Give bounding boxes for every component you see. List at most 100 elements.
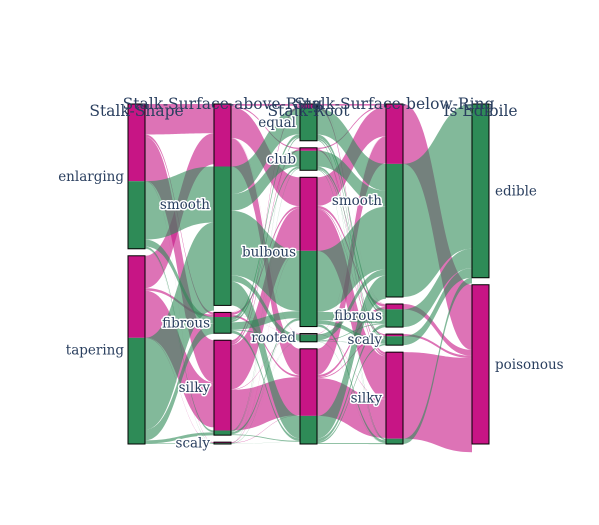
ribbon-stalk-surface-above-ring-fibrous-to-equal-edible[interactable] xyxy=(231,134,300,321)
ribbon-stalk-surface-above-ring-silky-to-bulbous-edible[interactable] xyxy=(231,318,300,435)
ribbon-stalk-surface-above-ring-smooth-to-club-edible[interactable] xyxy=(231,150,300,211)
bar-segment-stalk-root-equal-edible[interactable] xyxy=(300,108,317,141)
category-bar-stalk-root-missing[interactable] xyxy=(299,348,318,445)
bar-segment-stalk-surface-above-ring-fibrous-edible[interactable] xyxy=(214,317,231,334)
bar-segment-stalk-surface-above-ring-fibrous-poisonous[interactable] xyxy=(214,312,231,318)
ribbon-stalk-root-club-to-smooth-poisonous[interactable] xyxy=(317,105,386,149)
ribbon-stalk-surface-above-ring-silky-to-equal-poisonous[interactable] xyxy=(231,105,300,343)
ribbon-stalk-surface-below-ring-smooth-to-edible-edible[interactable] xyxy=(403,104,472,297)
category-bar-stalk-shape-enlarging[interactable] xyxy=(127,103,146,250)
bar-segment-stalk-root-rooted-edible[interactable] xyxy=(300,334,317,342)
bar-segment-stalk-surface-below-ring-fibrous-poisonous[interactable] xyxy=(386,303,403,310)
ribbon-stalk-surface-below-ring-scaly-to-poisonous-poisonous[interactable] xyxy=(403,334,472,359)
bar-segment-stalk-surface-below-ring-fibrous-edible[interactable] xyxy=(386,309,403,328)
bar-segment-stalk-root-club-edible[interactable] xyxy=(300,150,317,171)
ribbon-stalk-root-missing-to-fibrous-poisonous[interactable] xyxy=(317,306,386,378)
ribbon-stalk-shape-enlarging-to-fibrous-edible[interactable] xyxy=(145,239,214,324)
dimension-title-stalk-surface-below-ring[interactable]: Stalk-Surface-below-Ring xyxy=(295,95,495,113)
category-bar-stalk-surface-above-ring-smooth[interactable] xyxy=(213,103,232,306)
ribbon-stalk-surface-above-ring-fibrous-to-rooted-poisonous[interactable] xyxy=(231,314,300,334)
bar-segment-stalk-root-bulbous-edible[interactable] xyxy=(300,250,317,327)
ribbon-stalk-root-bulbous-to-smooth-edible[interactable] xyxy=(317,206,386,312)
bar-segment-stalk-shape-enlarging-edible[interactable] xyxy=(128,181,145,249)
category-bar-stalk-surface-above-ring-silky[interactable] xyxy=(213,339,232,436)
ribbon-stalk-shape-enlarging-to-smooth-poisonous[interactable] xyxy=(145,104,214,135)
ribbon-stalk-surface-above-ring-scaly-to-missing-poisonous[interactable] xyxy=(231,415,300,444)
ribbon-stalk-surface-above-ring-fibrous-to-missing-poisonous[interactable] xyxy=(231,314,300,378)
bar-segment-stalk-shape-tapering-edible[interactable] xyxy=(128,337,145,444)
bar-segment-is-edibile-edible-edible[interactable] xyxy=(472,104,489,278)
bar-segment-stalk-root-missing-edible[interactable] xyxy=(300,415,317,444)
bar-segment-stalk-surface-below-ring-smooth-edible[interactable] xyxy=(386,163,403,297)
ribbon-stalk-root-club-to-scaly-edible[interactable] xyxy=(317,168,386,340)
ribbon-stalk-surface-above-ring-smooth-to-missing-edible[interactable] xyxy=(231,281,300,439)
category-bar-stalk-surface-below-ring-fibrous[interactable] xyxy=(385,303,404,328)
ribbon-stalk-surface-above-ring-fibrous-to-equal-poisonous[interactable] xyxy=(231,105,300,313)
ribbon-stalk-surface-above-ring-smooth-to-club-poisonous[interactable] xyxy=(231,105,300,149)
ribbon-stalk-shape-enlarging-to-silky-edible[interactable] xyxy=(145,246,214,433)
bar-segment-stalk-root-missing-poisonous[interactable] xyxy=(300,348,317,416)
ribbon-stalk-root-equal-to-scaly-edible[interactable] xyxy=(317,137,386,339)
category-bar-stalk-root-bulbous[interactable] xyxy=(299,176,318,328)
ribbon-stalk-shape-tapering-to-fibrous-edible[interactable] xyxy=(145,323,214,441)
ribbon-stalk-surface-above-ring-scaly-to-missing-edible[interactable] xyxy=(231,441,300,444)
ribbon-stalk-surface-below-ring-scaly-to-edible-edible[interactable] xyxy=(403,268,472,346)
ribbon-stalk-surface-above-ring-silky-to-rooted-edible[interactable] xyxy=(231,340,300,435)
bar-segment-stalk-surface-below-ring-scaly-poisonous[interactable] xyxy=(386,334,403,337)
dimension-title-stalk-surface-above-ring[interactable]: Stalk-Surface-above-Ring xyxy=(123,95,323,113)
ribbon-stalk-surface-below-ring-silky-to-poisonous-poisonous[interactable] xyxy=(403,352,472,453)
dimension-title-is-edibile[interactable]: Is Edibile xyxy=(443,102,517,120)
ribbon-stalk-root-bulbous-to-scaly-edible[interactable] xyxy=(317,320,386,344)
ribbon-stalk-shape-tapering-to-scaly-edible[interactable] xyxy=(145,443,214,445)
bar-segment-stalk-surface-above-ring-smooth-edible[interactable] xyxy=(214,166,231,306)
ribbon-stalk-surface-above-ring-smooth-to-bulbous-edible[interactable] xyxy=(231,210,300,312)
bar-segment-stalk-surface-below-ring-silky-edible[interactable] xyxy=(386,438,403,444)
ribbon-stalk-root-equal-to-smooth-poisonous[interactable] xyxy=(317,104,386,106)
ribbon-stalk-root-rooted-to-scaly-edible[interactable] xyxy=(317,341,386,344)
ribbon-stalk-surface-above-ring-smooth-to-rooted-edible[interactable] xyxy=(231,275,300,341)
ribbon-stalk-root-equal-to-smooth-edible[interactable] xyxy=(317,108,386,191)
ribbon-stalk-surface-above-ring-silky-to-missing-edible[interactable] xyxy=(231,434,300,442)
category-bar-stalk-surface-above-ring-scaly[interactable] xyxy=(213,441,232,445)
category-bar-stalk-root-equal[interactable] xyxy=(299,103,318,142)
category-bar-is-edibile-edible[interactable] xyxy=(471,103,490,279)
ribbon-stalk-root-missing-to-scaly-edible[interactable] xyxy=(317,343,386,444)
ribbon-stalk-root-equal-to-fibrous-poisonous[interactable] xyxy=(317,105,386,305)
category-bar-stalk-shape-tapering[interactable] xyxy=(127,255,146,445)
bar-segment-stalk-surface-above-ring-silky-poisonous[interactable] xyxy=(214,340,231,431)
ribbon-stalk-surface-above-ring-fibrous-to-bulbous-edible[interactable] xyxy=(231,311,300,330)
bar-segment-is-edibile-poisonous-poisonous[interactable] xyxy=(472,284,489,444)
category-bar-stalk-root-rooted[interactable] xyxy=(299,333,318,343)
ribbon-stalk-surface-above-ring-fibrous-to-missing-edible[interactable] xyxy=(231,330,300,441)
ribbon-stalk-surface-below-ring-silky-to-edible-edible[interactable] xyxy=(403,277,472,444)
ribbon-stalk-surface-above-ring-smooth-to-equal-poisonous[interactable] xyxy=(231,104,300,106)
ribbon-stalk-root-club-to-fibrous-edible[interactable] xyxy=(317,166,386,316)
category-bar-stalk-surface-below-ring-scaly[interactable] xyxy=(385,333,404,346)
bar-segment-stalk-surface-above-ring-smooth-poisonous[interactable] xyxy=(214,104,231,167)
ribbon-stalk-surface-above-ring-scaly-to-bulbous-edible[interactable] xyxy=(231,320,300,444)
ribbon-stalk-surface-above-ring-scaly-to-rooted-edible[interactable] xyxy=(231,341,300,444)
bar-segment-stalk-root-bulbous-poisonous[interactable] xyxy=(300,177,317,251)
ribbon-stalk-root-club-to-fibrous-poisonous[interactable] xyxy=(317,148,386,305)
ribbon-stalk-shape-enlarging-to-smooth-edible[interactable] xyxy=(145,166,214,240)
ribbon-stalk-root-missing-to-silky-edible[interactable] xyxy=(317,443,386,445)
bar-segment-stalk-surface-above-ring-silky-edible[interactable] xyxy=(214,430,231,436)
ribbon-stalk-root-missing-to-smooth-edible[interactable] xyxy=(317,275,386,439)
bar-segment-stalk-surface-below-ring-smooth-poisonous[interactable] xyxy=(386,104,403,164)
category-bar-stalk-surface-above-ring-fibrous[interactable] xyxy=(213,311,232,334)
bar-segment-stalk-surface-below-ring-scaly-edible[interactable] xyxy=(386,336,403,346)
ribbon-stalk-root-missing-to-silky-poisonous[interactable] xyxy=(317,378,386,438)
bar-segment-stalk-shape-tapering-poisonous[interactable] xyxy=(128,255,145,338)
ribbon-stalk-root-equal-to-scaly-poisonous[interactable] xyxy=(317,105,386,335)
ribbon-stalk-shape-enlarging-to-scaly-edible[interactable] xyxy=(145,248,214,444)
bar-segment-stalk-surface-below-ring-silky-poisonous[interactable] xyxy=(386,352,403,439)
ribbon-stalk-shape-tapering-to-silky-edible[interactable] xyxy=(145,432,214,444)
ribbon-stalk-root-equal-to-fibrous-edible[interactable] xyxy=(317,134,386,313)
ribbon-stalk-surface-above-ring-silky-to-club-edible[interactable] xyxy=(231,168,300,432)
ribbon-stalk-surface-above-ring-fibrous-to-rooted-edible[interactable] xyxy=(231,329,300,341)
dimension-title-stalk-shape[interactable]: Stalk-Shape xyxy=(89,102,183,120)
ribbon-stalk-surface-above-ring-silky-to-missing-poisonous[interactable] xyxy=(231,377,300,431)
ribbon-stalk-root-club-to-smooth-edible[interactable] xyxy=(317,150,386,207)
category-bar-stalk-surface-below-ring-smooth[interactable] xyxy=(385,103,404,298)
ribbon-stalk-surface-below-ring-fibrous-to-poisonous-poisonous[interactable] xyxy=(403,303,472,356)
